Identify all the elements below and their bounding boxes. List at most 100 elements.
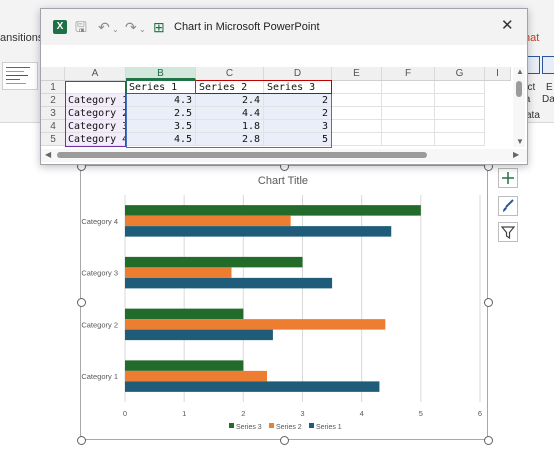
cell-c3[interactable]: 4.4 — [196, 107, 264, 120]
resize-handle-right[interactable] — [484, 298, 493, 307]
cell-b4[interactable]: 3.5 — [126, 120, 196, 133]
cell-e4[interactable] — [332, 120, 382, 133]
slide-thumbnail[interactable] — [2, 62, 38, 90]
active-cell-outline — [126, 80, 196, 94]
cell-e2[interactable] — [332, 94, 382, 107]
row-header[interactable]: 3 — [41, 107, 65, 120]
bar-series-3 — [125, 308, 244, 320]
vertical-scrollbar[interactable]: ▲ ▼ — [513, 67, 525, 147]
window-titlebar: X 🖫 ↶ ⌄ ↷ ⌄ ⊞ Chart in Microsoft PowerPo… — [41, 9, 527, 45]
bar-series-3 — [125, 256, 303, 268]
resize-handle-bottom-left[interactable] — [77, 436, 86, 445]
undo-dropdown-icon[interactable]: ⌄ — [112, 25, 119, 34]
cell-g2[interactable] — [435, 94, 485, 107]
y-tick-label: Category 2 — [81, 320, 118, 329]
column-header-d[interactable]: D — [264, 67, 332, 80]
tab-transitions[interactable]: ansitions — [0, 32, 44, 44]
edit-data-label-1: E — [546, 82, 553, 93]
x-tick-label: 6 — [478, 409, 482, 418]
x-tick-label: 4 — [360, 409, 364, 418]
legend-label: Series 1 — [316, 424, 342, 431]
cell-f1[interactable] — [382, 81, 435, 94]
scroll-up-icon[interactable]: ▲ — [516, 67, 524, 76]
chart-data-window[interactable]: X 🖫 ↶ ⌄ ↷ ⌄ ⊞ Chart in Microsoft PowerPo… — [40, 8, 528, 165]
column-header-b[interactable]: B — [126, 67, 196, 80]
x-tick-label: 2 — [241, 409, 245, 418]
cell-g5[interactable] — [435, 133, 485, 146]
bar-series-2 — [125, 370, 267, 382]
chart-elements-button[interactable] — [498, 168, 518, 188]
legend-label: Series 2 — [276, 424, 302, 431]
cell-f5[interactable] — [382, 133, 435, 146]
row-header[interactable]: 2 — [41, 94, 65, 107]
cell-g1[interactable] — [435, 81, 485, 94]
cell-g3[interactable] — [435, 107, 485, 120]
bar-series-1 — [125, 277, 333, 289]
legend-label: Series 3 — [236, 424, 262, 431]
cell-c5[interactable]: 2.8 — [196, 133, 264, 146]
row-header[interactable]: 4 — [41, 120, 65, 133]
cell-e5[interactable] — [332, 133, 382, 146]
cell-g4[interactable] — [435, 120, 485, 133]
chart-title: Chart Title — [258, 175, 308, 187]
cell-b2[interactable]: 4.3 — [126, 94, 196, 107]
x-tick-label: 0 — [123, 409, 127, 418]
column-header-i[interactable]: I — [485, 67, 511, 80]
undo-icon[interactable]: ↶ — [98, 19, 110, 35]
cell-e3[interactable] — [332, 107, 382, 120]
x-tick-label: 1 — [182, 409, 186, 418]
y-tick-label: Category 3 — [81, 269, 118, 278]
filter-icon — [500, 226, 516, 240]
horizontal-scrollbar[interactable]: ◀ ▶ — [41, 149, 527, 162]
scroll-left-icon[interactable]: ◀ — [45, 150, 52, 159]
cell-c2[interactable]: 2.4 — [196, 94, 264, 107]
column-headers: A B C D E F G I — [41, 67, 511, 81]
row-header[interactable]: 5 — [41, 133, 65, 146]
scroll-right-icon[interactable]: ▶ — [513, 150, 520, 159]
cell-f4[interactable] — [382, 120, 435, 133]
window-title: Chart in Microsoft PowerPoint — [174, 21, 320, 33]
horizontal-scroll-thumb[interactable] — [57, 152, 427, 158]
bar-series-1 — [125, 226, 392, 237]
category-range-outline — [65, 81, 126, 147]
brush-icon — [503, 199, 514, 212]
cell-b3[interactable]: 2.5 — [126, 107, 196, 120]
select-all-corner[interactable] — [41, 67, 65, 80]
y-tick-label: Category 1 — [81, 372, 118, 381]
column-header-f[interactable]: F — [382, 67, 435, 80]
plus-icon — [502, 172, 514, 184]
bar-series-1 — [125, 381, 380, 392]
column-header-e[interactable]: E — [332, 67, 382, 80]
bar-series-1 — [125, 329, 273, 341]
cell-b5[interactable]: 4.5 — [126, 133, 196, 146]
column-header-g[interactable]: G — [435, 67, 485, 80]
cell-c4[interactable]: 1.8 — [196, 120, 264, 133]
bar-series-3 — [125, 205, 421, 216]
cell-f2[interactable] — [382, 94, 435, 107]
excel-icon: X — [53, 20, 67, 34]
chart-styles-button[interactable] — [498, 196, 518, 216]
bar-series-2 — [125, 267, 232, 278]
x-tick-label: 3 — [300, 409, 304, 418]
row-header[interactable]: 1 — [41, 81, 65, 94]
vertical-scroll-thumb[interactable] — [516, 81, 522, 97]
resize-handle-bottom[interactable] — [280, 436, 289, 445]
resize-handle-bottom-right[interactable] — [484, 436, 493, 445]
cell-e1[interactable] — [332, 81, 382, 94]
edit-data-icon[interactable] — [542, 56, 554, 74]
save-icon[interactable]: 🖫 — [75, 19, 87, 35]
edit-in-excel-icon[interactable]: ⊞ — [153, 19, 165, 35]
redo-dropdown-icon[interactable]: ⌄ — [139, 25, 146, 34]
legend-swatch — [229, 423, 234, 428]
bar-series-3 — [125, 360, 244, 371]
column-header-c[interactable]: C — [196, 67, 264, 80]
cell-f3[interactable] — [382, 107, 435, 120]
legend-swatch — [269, 423, 274, 428]
chart-filters-button[interactable] — [498, 222, 518, 242]
scroll-down-icon[interactable]: ▼ — [516, 137, 524, 146]
resize-handle-left[interactable] — [77, 298, 86, 307]
redo-icon[interactable]: ↷ — [125, 19, 137, 35]
close-icon[interactable]: ✕ — [501, 17, 514, 34]
column-header-a[interactable]: A — [65, 67, 126, 80]
